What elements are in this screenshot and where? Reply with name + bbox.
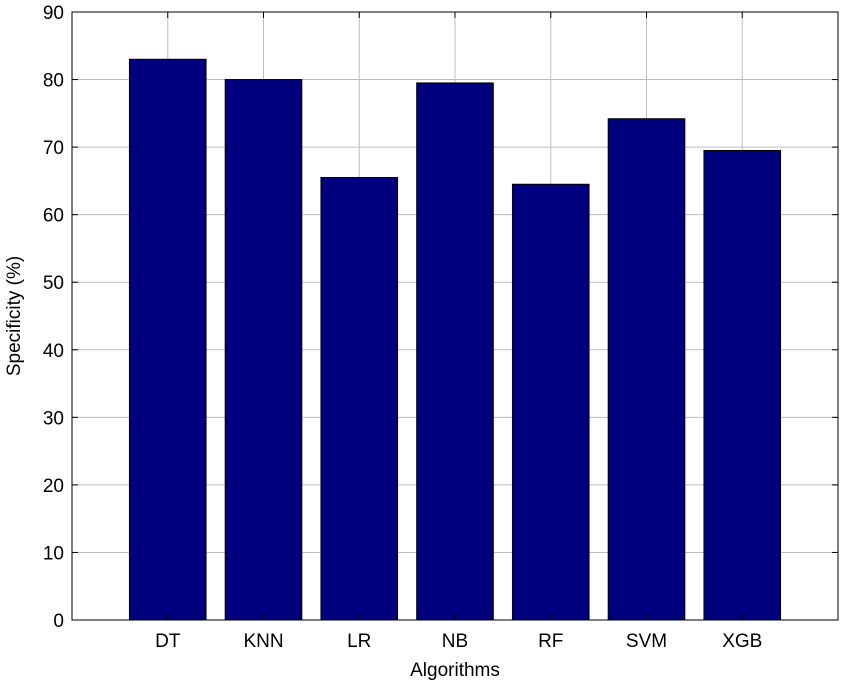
bar-svm [607, 118, 686, 621]
y-tick-label: 30 [43, 408, 64, 429]
bar-lr [320, 177, 399, 621]
y-tick-label: 90 [43, 3, 64, 24]
x-tick-label: KNN [243, 631, 283, 652]
y-tick-label: 80 [43, 71, 64, 92]
y-axis-title: Specificity (%) [4, 256, 25, 376]
x-tick-label: NB [442, 631, 468, 652]
y-tick-labels: 0 10 20 30 40 50 60 70 80 90 [43, 3, 64, 632]
y-tick-label: 60 [43, 206, 64, 227]
y-tick-label: 20 [43, 476, 64, 497]
x-tick-label: LR [347, 631, 371, 652]
y-tick-label: 70 [43, 138, 64, 159]
bar-knn [224, 79, 303, 621]
y-tick-label: 0 [53, 611, 64, 632]
x-tick-label: XGB [722, 631, 762, 652]
plot-frame [71, 11, 839, 621]
x-tick-label: RF [538, 631, 563, 652]
bar-xgb [703, 149, 782, 621]
x-axis-title: Algorithms [410, 660, 500, 681]
y-tick-label: 40 [43, 341, 64, 362]
bar-nb [416, 82, 494, 621]
y-tick-label: 10 [43, 543, 64, 564]
x-tick-labels: DT KNN LR NB RF SVM XGB [155, 631, 762, 652]
y-tick-label: 50 [43, 273, 64, 294]
bar-dt [128, 58, 207, 621]
bars [128, 58, 782, 621]
x-tick-label: SVM [626, 631, 667, 652]
x-tick-label: DT [155, 631, 181, 652]
bar-rf [511, 183, 590, 621]
